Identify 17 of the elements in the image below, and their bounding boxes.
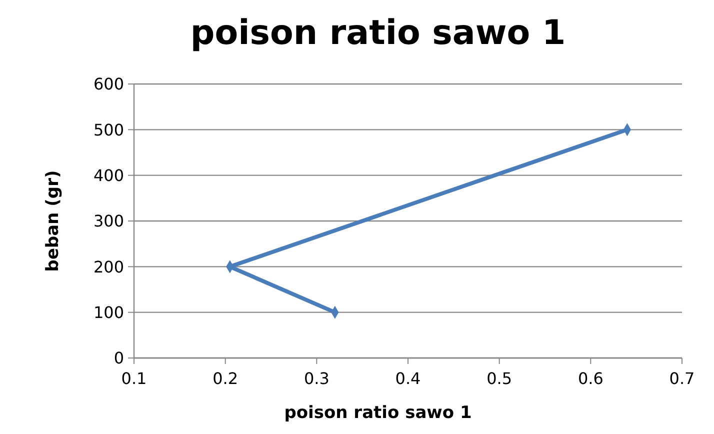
x-tick-label: 0.4 <box>395 369 421 388</box>
x-tick-label: 0.2 <box>212 369 238 388</box>
y-tick-label: 200 <box>93 257 124 276</box>
chart-title: poison ratio sawo 1 <box>190 13 566 53</box>
x-tick-label: 0.1 <box>121 369 147 388</box>
y-tick-label: 600 <box>93 74 124 94</box>
y-tick-label: 300 <box>93 212 124 231</box>
x-tick-label: 0.7 <box>669 369 695 388</box>
y-tick-label: 400 <box>93 166 124 185</box>
x-tick-label: 0.6 <box>578 369 604 388</box>
x-tick-label: 0.3 <box>304 369 330 388</box>
x-tick-label: 0.5 <box>486 369 512 388</box>
y-tick-label: 500 <box>93 120 124 140</box>
y-tick-label: 0 <box>114 348 124 368</box>
y-axis-title: beban (gr) <box>43 170 63 272</box>
y-tick-label: 100 <box>93 302 124 322</box>
x-axis-title: poison ratio sawo 1 <box>284 403 472 423</box>
